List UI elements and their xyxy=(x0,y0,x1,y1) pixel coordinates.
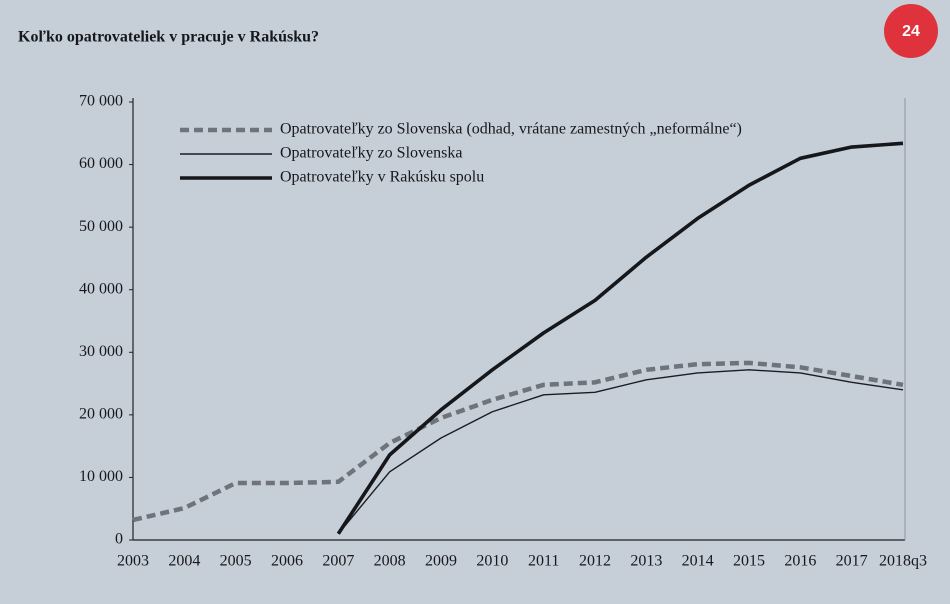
y-tick-label: 60 000 xyxy=(79,155,123,172)
y-tick-label: 30 000 xyxy=(79,343,123,360)
y-tick-label: 20 000 xyxy=(79,406,123,423)
series-line xyxy=(337,369,904,535)
y-tick-label: 10 000 xyxy=(79,468,123,485)
logo: 24 xyxy=(902,23,920,40)
logo-badge xyxy=(884,4,938,58)
legend-label: Opatrovateľky zo Slovenska xyxy=(280,145,462,162)
x-tick-label: 2011 xyxy=(528,553,559,570)
x-tick-label: 2014 xyxy=(682,553,714,570)
x-tick-label: 2018q3 xyxy=(879,553,927,570)
x-tick-label: 2006 xyxy=(271,553,303,570)
series-line xyxy=(132,360,904,523)
y-tick-label: 50 000 xyxy=(79,218,123,235)
series-line xyxy=(336,141,904,535)
x-tick-label: 2015 xyxy=(733,553,765,570)
x-tick-label: 2009 xyxy=(425,553,457,570)
x-tick-label: 2003 xyxy=(117,553,149,570)
y-tick-label: 40 000 xyxy=(79,280,123,297)
legend-label: Opatrovateľky v Rakúsku spolu xyxy=(280,169,484,186)
x-tick-label: 2017 xyxy=(836,553,868,570)
y-tick-label: 70 000 xyxy=(79,93,123,110)
x-tick-label: 2010 xyxy=(476,553,508,570)
x-tick-label: 2013 xyxy=(630,553,662,570)
x-tick-label: 2005 xyxy=(220,553,252,570)
x-tick-label: 2007 xyxy=(322,553,354,570)
chart-title: Koľko opatrovateliek v pracuje v Rakúsku… xyxy=(18,29,319,46)
x-tick-label: 2016 xyxy=(784,553,816,570)
x-tick-label: 2004 xyxy=(168,553,200,570)
x-tick-label: 2012 xyxy=(579,553,611,570)
y-tick-label: 0 xyxy=(115,531,123,548)
x-tick-label: 2008 xyxy=(374,553,406,570)
legend-label: Opatrovateľky zo Slovenska (odhad, vráta… xyxy=(280,121,742,138)
